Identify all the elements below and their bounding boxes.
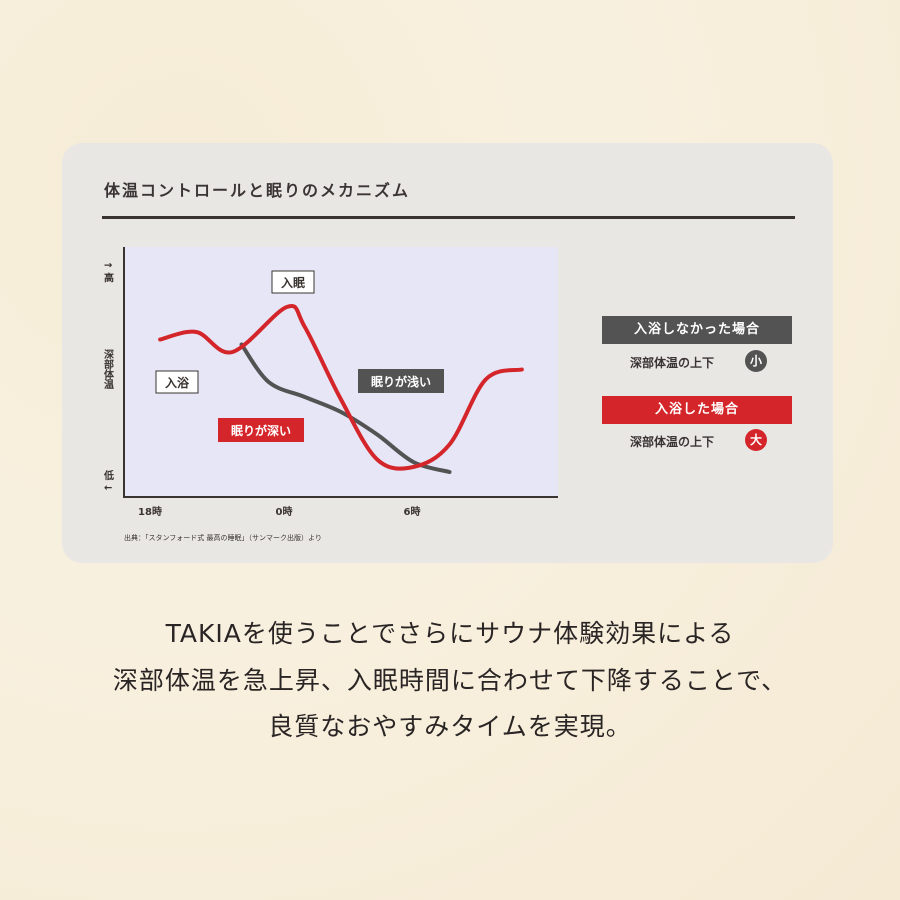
chart-card: 体温コントロールと眠りのメカニズム ↑ 高 深部体温 低 ↓ 18時 0時 6時… — [62, 143, 833, 563]
annotation-deep-sleep: 眠りが深い — [218, 418, 304, 442]
annotation-nyuyoku: 入浴 — [155, 370, 199, 394]
legend-bath: 入浴した場合 — [602, 396, 792, 424]
series-line-no-bath — [239, 342, 452, 474]
y-label-mid: 深部体温 — [102, 348, 114, 390]
x-tick-label: 0時 — [276, 505, 293, 518]
caption-line: 深部体温を急上昇、入眠時間に合わせて下降することで、 — [112, 666, 788, 695]
annotation-text: 入浴 — [165, 375, 190, 390]
annotation-shallow-sleep: 眠りが浅い — [358, 369, 444, 393]
y-label-low: 低 ↓ — [102, 469, 115, 492]
caption-line: 良質なおやすみタイムを実現。 — [268, 712, 632, 741]
annotation-text: 眠りが浅い — [371, 374, 431, 389]
caption-line: TAKIAを使うことでさらにサウナ体験効果による — [165, 619, 735, 648]
legend-no-bath-sub: 深部体温の上下 — [630, 356, 715, 370]
legend-bath-sub: 深部体温の上下 — [630, 435, 715, 449]
badge-small: 小 — [745, 350, 767, 372]
chart-title: 体温コントロールと眠りのメカニズム — [104, 181, 411, 200]
x-tick-label: 6時 — [404, 505, 421, 518]
y-label-high: ↑ 高 — [102, 261, 114, 284]
title-divider — [102, 216, 795, 219]
annotation-text: 眠りが深い — [231, 423, 291, 438]
chart-svg: ↑ 高 深部体温 低 ↓ 18時 0時 6時 入眠 入浴 眠りが浅い 眠りが深い — [102, 247, 558, 518]
source-note: 出典：「スタンフォード式 最高の睡眠」（サンマーク出版）より — [124, 534, 322, 542]
badge-large: 大 — [745, 429, 767, 451]
annotation-nyumin: 入眠 — [271, 270, 315, 294]
series-line-bath — [158, 304, 524, 471]
annotation-text: 入眠 — [281, 276, 305, 290]
legend-no-bath: 入浴しなかった場合 — [602, 316, 792, 344]
x-tick-label: 18時 — [138, 505, 162, 518]
